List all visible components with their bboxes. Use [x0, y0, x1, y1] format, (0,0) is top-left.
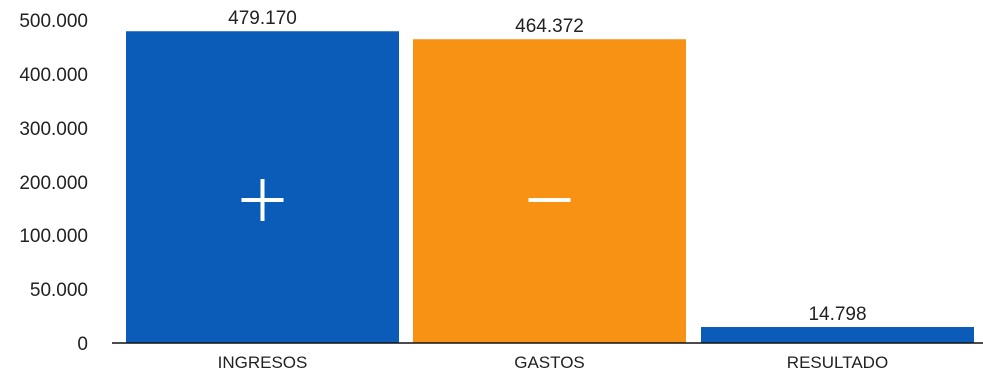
y-tick-label: 500.000 — [19, 11, 88, 32]
y-tick-label: 400.000 — [19, 65, 88, 86]
y-tick-label: 50.000 — [30, 280, 88, 301]
data-label-gastos: 464.372 — [515, 16, 584, 37]
y-tick-label: 300.000 — [19, 119, 88, 140]
x-tick-label-gastos: GASTOS — [514, 353, 585, 371]
y-tick-label: 0 — [77, 334, 88, 355]
bar-resultado — [701, 327, 974, 343]
y-axis: 0 50.000 100.000 200.000 300.000 400.000 500.0… — [19, 11, 88, 355]
data-label-ingresos: 479.170 — [228, 8, 297, 29]
x-tick-label-ingresos: INGRESOS — [218, 353, 308, 371]
plus-icon: + — [241, 179, 284, 221]
y-tick-label: 200.000 — [19, 173, 88, 194]
x-axis: INGRESOS GASTOS RESULTADO — [218, 353, 889, 371]
bars: 479.170 + 464.372 — 14.798 — [126, 8, 974, 343]
bar-gastos — [413, 39, 686, 343]
data-label-resultado: 14.798 — [808, 304, 866, 325]
y-tick-label: 100.000 — [19, 226, 88, 247]
minus-icon: — — [528, 198, 571, 202]
x-tick-label-resultado: RESULTADO — [787, 353, 888, 371]
